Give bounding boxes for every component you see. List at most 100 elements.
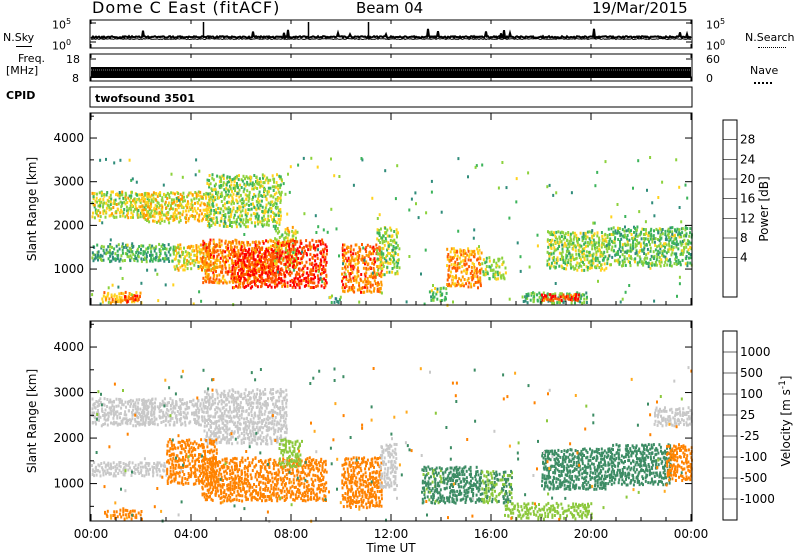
range-cell <box>108 297 111 301</box>
range-cell <box>466 279 469 282</box>
range-cell <box>235 222 238 226</box>
range-cell <box>207 250 210 254</box>
range-cell <box>612 233 615 236</box>
range-cell <box>205 395 208 399</box>
range-cell <box>599 254 602 258</box>
range-cell <box>659 233 662 237</box>
range-cell <box>254 262 257 266</box>
range-cell <box>237 215 240 219</box>
range-cell <box>103 397 106 401</box>
range-cell <box>381 246 384 250</box>
range-cell <box>183 246 185 250</box>
range-cell <box>344 273 347 277</box>
range-cell <box>266 176 269 180</box>
range-cell <box>196 414 199 418</box>
range-cell <box>262 426 265 430</box>
range-cell <box>432 296 435 300</box>
range-cell <box>167 211 170 215</box>
range-cell <box>550 293 553 297</box>
range-cell <box>348 259 350 263</box>
range-cell <box>235 277 237 280</box>
range-cell <box>620 237 623 241</box>
range-cell <box>200 250 203 254</box>
range-cell <box>185 220 187 224</box>
range-cell <box>246 194 249 198</box>
range-cell <box>341 279 344 283</box>
range-cell <box>268 428 270 432</box>
range-cell <box>504 271 507 275</box>
range-cell <box>287 265 290 269</box>
range-cell <box>377 272 380 276</box>
range-cell <box>292 234 295 238</box>
range-cell <box>390 243 393 247</box>
range-cell <box>261 205 264 209</box>
range-cell <box>291 278 293 282</box>
range-cell <box>386 260 389 264</box>
range-cell <box>377 238 380 242</box>
range-cell <box>206 178 209 182</box>
range-cell <box>338 175 341 178</box>
range-cell <box>214 411 217 415</box>
range-cell <box>578 262 581 266</box>
range-cell <box>588 230 591 234</box>
range-cell <box>573 258 576 261</box>
range-cell <box>675 158 678 162</box>
range-cell <box>342 243 344 247</box>
range-cell <box>621 234 624 238</box>
range-cell <box>143 403 146 406</box>
range-cell <box>216 265 219 269</box>
range-cell <box>144 193 147 197</box>
range-cell <box>190 198 193 202</box>
range-cell <box>133 259 136 262</box>
range-cell <box>638 233 641 237</box>
nsearch-tick-top: 105 <box>706 17 726 32</box>
range-cell <box>228 280 231 284</box>
range-cell <box>434 287 437 290</box>
range-cell <box>273 192 276 196</box>
range-cell <box>265 404 268 408</box>
range-cell <box>417 216 420 220</box>
range-cell <box>121 242 124 246</box>
range-cell <box>655 258 658 262</box>
range-cell <box>277 267 279 271</box>
range-cell <box>117 404 120 408</box>
range-cell <box>119 257 122 261</box>
range-cell <box>181 175 184 179</box>
range-cell <box>553 231 555 235</box>
range-cell <box>232 389 235 393</box>
range-cell <box>118 292 121 296</box>
range-cell <box>564 232 567 236</box>
range-cell <box>190 244 193 248</box>
range-cell <box>121 201 124 205</box>
range-cell <box>128 246 131 250</box>
range-cell <box>365 245 368 249</box>
range-cell <box>208 428 210 432</box>
range-cell <box>203 390 206 394</box>
range-cell <box>559 237 562 241</box>
range-cell <box>254 186 257 190</box>
range-cell <box>284 228 287 232</box>
range-cell <box>228 420 231 424</box>
range-cell <box>135 207 138 211</box>
range-cell <box>581 250 584 254</box>
range-cell <box>256 278 259 282</box>
range-cell <box>260 438 263 442</box>
range-cell <box>267 208 270 212</box>
range-cell <box>432 284 434 287</box>
range-cell <box>278 256 281 260</box>
range-cell <box>270 239 273 243</box>
range-cell <box>631 248 634 252</box>
range-cell <box>99 215 102 219</box>
range-cell <box>361 254 364 258</box>
range-cell <box>101 410 104 413</box>
range-cell <box>253 392 256 396</box>
range-cell <box>158 242 161 246</box>
range-cell <box>137 416 140 420</box>
range-cell <box>564 262 567 266</box>
range-cell <box>572 237 575 241</box>
range-cell <box>280 243 283 247</box>
range-cell <box>210 218 213 222</box>
range-cell <box>177 192 180 195</box>
range-cell <box>391 248 394 252</box>
range-cell <box>248 438 251 442</box>
